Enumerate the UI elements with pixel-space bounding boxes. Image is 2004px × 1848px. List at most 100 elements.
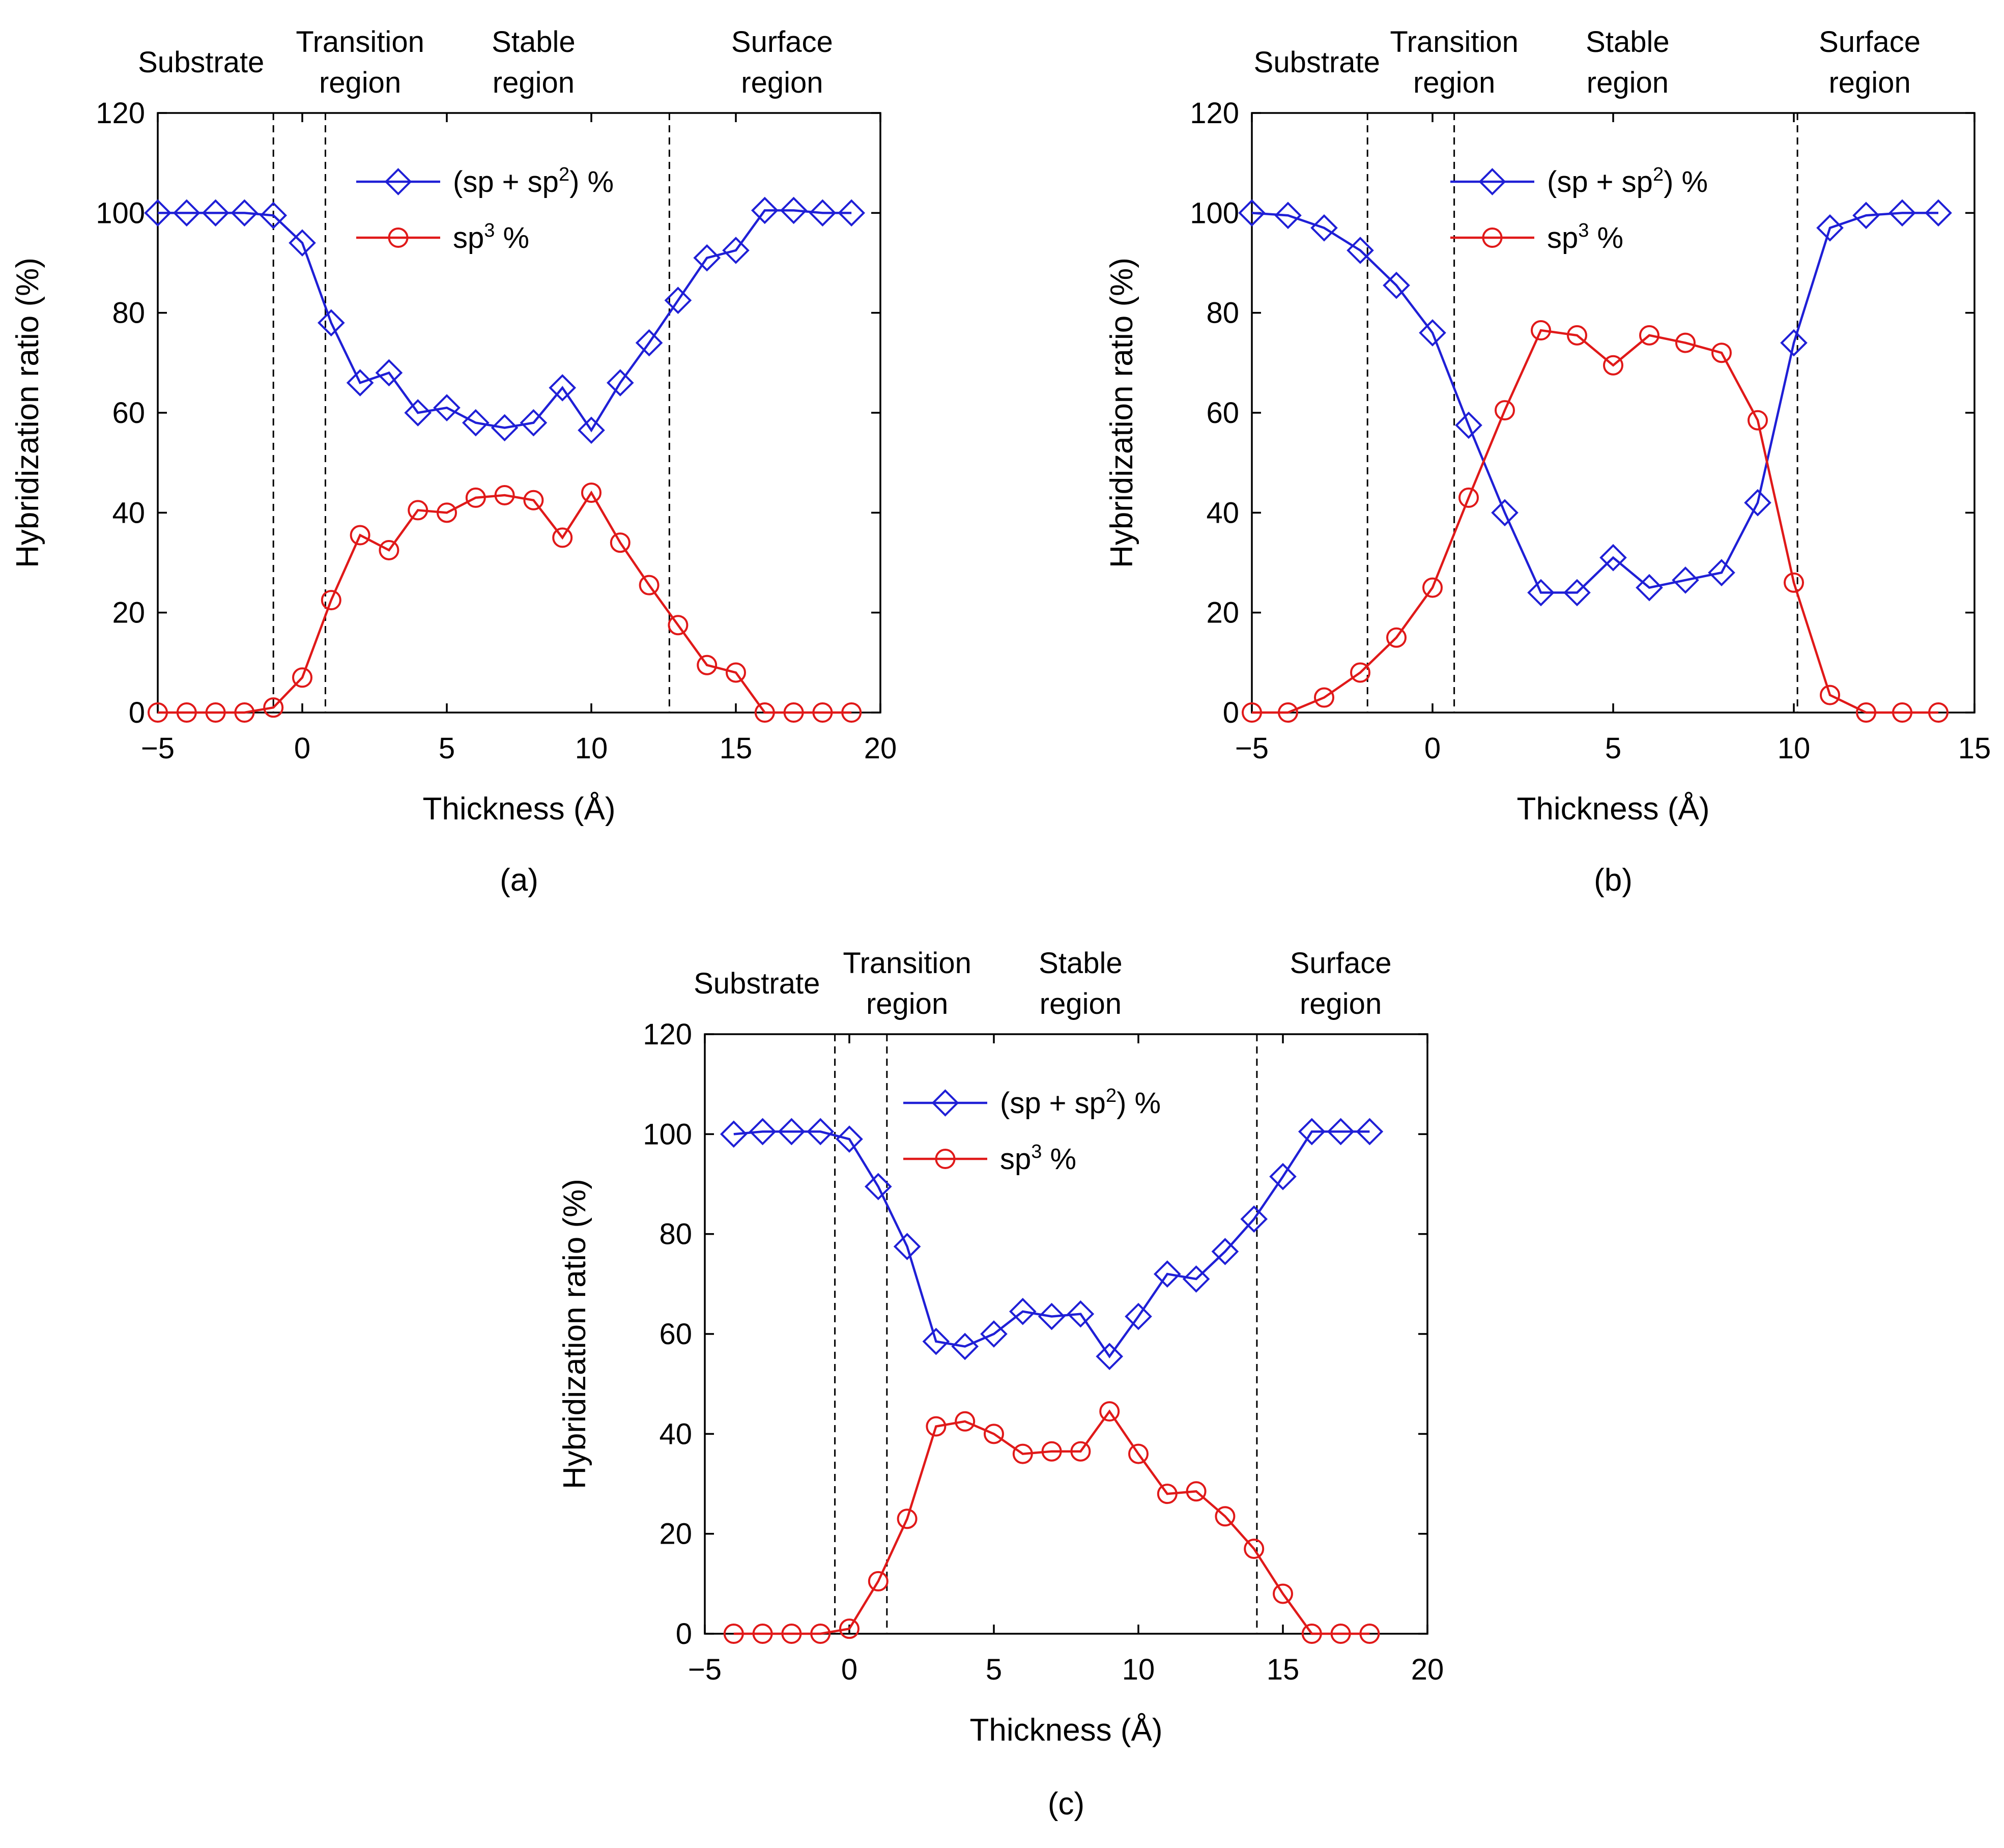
circle-marker: [984, 1424, 1004, 1444]
circle-marker: [1531, 320, 1551, 341]
circle-marker: [1784, 572, 1804, 593]
circle-marker: [839, 1618, 860, 1639]
x-tick-label: 0: [1424, 732, 1441, 765]
diamond-marker: [606, 369, 634, 396]
legend-label-series_a: (sp + sp2) %: [1547, 164, 1708, 198]
diamond-marker: [1067, 1300, 1095, 1328]
x-tick-label: 10: [1778, 732, 1811, 765]
legend-text-suffix: %: [495, 221, 529, 254]
circle-marker: [1128, 1443, 1149, 1464]
circle-marker: [955, 1411, 976, 1432]
y-axis-title: Hybridization ratio (%): [1104, 258, 1139, 568]
diamond-marker: [693, 244, 721, 272]
legend-text-prefix: (sp + sp: [1000, 1087, 1106, 1120]
diamond-marker: [202, 199, 230, 227]
diamond-marker: [1182, 1265, 1210, 1293]
legend-text-suffix: ) %: [1664, 165, 1708, 198]
diamond-marker: [1563, 579, 1591, 607]
region-label: Substrate: [694, 967, 820, 1000]
diamond-marker: [173, 199, 201, 227]
region-label: Stable: [1586, 25, 1669, 59]
legend-superscript: 2: [1106, 1085, 1116, 1106]
region-label: Stable: [1039, 947, 1122, 980]
diamond-marker: [1852, 202, 1880, 230]
series-line-sp3: [158, 490, 852, 714]
legend-label-series_b: sp3 %: [1547, 220, 1623, 254]
circle-marker: [1330, 1624, 1351, 1644]
legend-text-prefix: sp: [453, 221, 484, 254]
circle-marker: [465, 487, 486, 508]
legend-superscript: 2: [1653, 164, 1664, 185]
circle-marker: [1350, 662, 1370, 683]
y-tick-label: 100: [96, 196, 145, 230]
circle-marker: [668, 615, 689, 636]
circle-marker: [1070, 1441, 1091, 1462]
diamond-marker: [893, 1233, 921, 1261]
circle-marker: [1820, 685, 1840, 705]
circle-marker: [263, 697, 284, 718]
diamond-marker: [578, 416, 605, 444]
diamond-marker: [433, 394, 461, 422]
diamond-marker: [1708, 559, 1735, 586]
diamond-marker: [1599, 544, 1627, 572]
circle-marker: [148, 702, 168, 723]
y-tick-label: 60: [659, 1318, 692, 1351]
legend-text-prefix: (sp + sp: [453, 165, 559, 198]
y-tick-label: 120: [643, 1018, 692, 1051]
legend-text-suffix: ) %: [1116, 1087, 1161, 1120]
legend-diamond-icon: [384, 168, 412, 195]
legend-text-prefix: (sp + sp: [1547, 165, 1653, 198]
circle-marker: [408, 500, 428, 521]
circle-marker: [754, 702, 775, 723]
x-tick-label: 5: [986, 1653, 1002, 1686]
circle-marker: [1301, 1624, 1322, 1644]
diamond-marker: [491, 414, 519, 442]
region-label: region: [319, 66, 401, 99]
diamond-marker: [951, 1332, 979, 1360]
x-tick-label: −5: [1235, 732, 1269, 765]
circle-marker: [1041, 1441, 1062, 1462]
x-tick-label: 20: [1411, 1653, 1444, 1686]
diamond-marker: [635, 329, 663, 357]
legend-text-suffix: %: [1042, 1143, 1076, 1176]
circle-marker: [1458, 487, 1479, 508]
region-label: Transition: [843, 947, 971, 980]
region-label: region: [1300, 987, 1382, 1020]
circle-marker: [1748, 410, 1768, 431]
legend-superscript: 2: [559, 164, 569, 185]
circle-marker: [841, 702, 862, 723]
circle-marker: [783, 702, 804, 723]
diamond-marker: [1125, 1302, 1152, 1330]
diamond-marker: [722, 237, 750, 264]
diamond-marker: [922, 1327, 950, 1355]
circle-marker: [781, 1624, 802, 1644]
diamond-marker: [1491, 499, 1519, 527]
diamond-marker: [1310, 214, 1338, 242]
circle-marker: [1278, 702, 1298, 723]
y-tick-label: 60: [112, 396, 145, 430]
y-tick-label: 80: [112, 297, 145, 330]
x-tick-label: 10: [1122, 1653, 1155, 1686]
circle-marker: [639, 575, 660, 595]
region-label: region: [1413, 66, 1495, 99]
circle-marker: [205, 702, 226, 723]
diamond-marker: [751, 196, 779, 224]
region-label: Surface: [1819, 25, 1921, 59]
diamond-marker: [1009, 1297, 1037, 1325]
panel-label: (b): [1594, 863, 1633, 898]
circle-marker: [1422, 577, 1443, 598]
diamond-marker: [749, 1118, 777, 1146]
circle-marker: [868, 1571, 889, 1591]
circle-marker: [581, 482, 602, 503]
panel-label: (c): [1048, 1786, 1084, 1822]
diamond-marker: [1347, 237, 1374, 264]
diamond-marker: [375, 359, 403, 387]
diamond-marker: [1240, 1205, 1268, 1233]
diamond-marker: [807, 1118, 835, 1146]
y-tick-label: 20: [1206, 596, 1239, 630]
diamond-marker: [1636, 574, 1663, 602]
